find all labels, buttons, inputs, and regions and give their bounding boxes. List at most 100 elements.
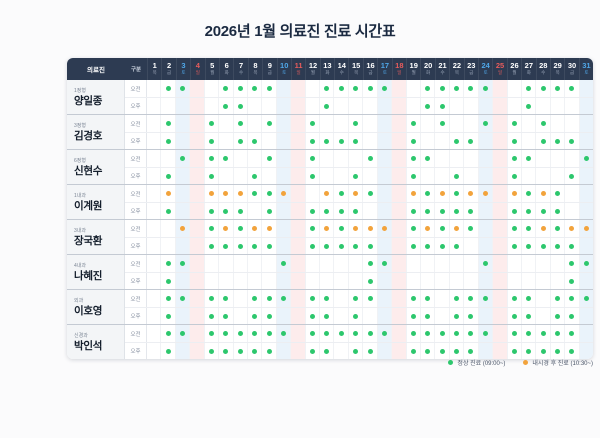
normal-care-dot-icon <box>454 331 460 336</box>
day-of-week: 목 <box>454 70 459 75</box>
schedule-cell-3-pm <box>174 238 190 254</box>
normal-care-dot-icon <box>569 331 575 336</box>
schedule-cell-5-am <box>203 115 219 132</box>
schedule-cell-1-pm <box>147 168 161 184</box>
schedule-cell-24-pm <box>477 203 493 219</box>
normal-care-dot-icon <box>353 348 359 354</box>
normal-care-dot-icon <box>237 208 243 214</box>
normal-care-dot-icon <box>526 86 532 91</box>
schedule-cells <box>147 255 593 272</box>
day-of-week: 금 <box>267 70 272 75</box>
schedule-cell-27-am <box>520 220 536 237</box>
normal-care-dot-icon <box>338 138 344 144</box>
schedule-cell-18-am <box>391 290 406 307</box>
schedule-cell-5-pm <box>203 168 219 184</box>
schedule-cell-12-am <box>304 255 320 272</box>
schedule-cell-8-am <box>246 290 262 307</box>
normal-care-dot-icon <box>252 243 258 249</box>
schedule-cell-5-am <box>203 220 219 237</box>
normal-care-dot-icon <box>223 331 229 336</box>
schedule-cell-11-am <box>290 115 305 132</box>
day-number: 6 <box>224 61 229 70</box>
doctor-name-cell: 외과 이호영 <box>67 290 125 324</box>
schedule-cell-12-pm <box>304 308 320 324</box>
schedule-cell-3-pm <box>174 343 190 359</box>
normal-care-dot-icon <box>367 243 373 249</box>
am-label: 오전 <box>125 115 147 132</box>
doctor-name: 이계원 <box>74 199 103 212</box>
day-of-week: 화 <box>426 70 431 75</box>
schedule-cell-13-pm <box>319 168 334 184</box>
normal-care-dot-icon <box>324 243 330 249</box>
normal-care-dot-icon <box>555 208 561 214</box>
normal-care-dot-icon <box>208 226 214 231</box>
schedule-cell-11-pm <box>290 238 305 254</box>
schedule-cell-26-am <box>506 220 521 237</box>
doctor-schedule-rows: 오전 오후 <box>125 290 593 324</box>
am-row: 오전 <box>125 255 593 272</box>
normal-care-dot-icon <box>208 348 214 354</box>
schedule-cell-20-pm <box>420 273 435 289</box>
normal-care-dot-icon <box>309 121 315 126</box>
normal-care-dot-icon <box>367 296 373 301</box>
schedule-cell-18-pm <box>391 238 406 254</box>
doctor-block-신현수: 6정형 신현수 오전 오후 <box>67 149 593 184</box>
schedule-cell-6-am <box>218 290 233 307</box>
normal-care-dot-icon <box>410 156 416 161</box>
day-number: 10 <box>280 61 289 70</box>
doctor-department: 신경과 <box>74 332 88 339</box>
schedule-cell-28-am <box>535 80 550 97</box>
schedule-cell-19-am <box>405 255 421 272</box>
normal-care-dot-icon <box>223 348 229 354</box>
normal-care-dot-icon <box>425 296 431 301</box>
doctor-rows-container: 1정형 양일종 오전 오후 3정형 김경호 오전 오후 6정형 신현수 오전 오후 1내과 이계원 오전 오후… <box>67 80 593 359</box>
normal-care-dot-icon <box>448 360 454 365</box>
normal-care-dot-icon <box>180 86 186 91</box>
schedule-cell-21-am <box>434 80 449 97</box>
normal-care-dot-icon <box>252 296 258 301</box>
day-number: 27 <box>524 61 534 70</box>
normal-care-dot-icon <box>208 138 214 144</box>
endoscopy-care-dot-icon <box>367 226 373 231</box>
normal-care-dot-icon <box>223 156 229 161</box>
day-number: 11 <box>294 61 303 70</box>
doctor-schedule-rows: 오전 오후 <box>125 150 593 184</box>
schedule-cell-16-pm <box>362 308 377 324</box>
normal-care-dot-icon <box>555 138 561 144</box>
schedule-cell-28-pm <box>535 308 550 324</box>
schedule-cell-22-pm <box>448 168 464 184</box>
normal-care-dot-icon <box>266 191 272 196</box>
schedule-cell-28-pm <box>535 203 550 219</box>
schedule-cell-14-am <box>333 185 348 202</box>
schedule-cell-27-am <box>520 325 536 342</box>
schedule-cell-6-pm <box>218 273 233 289</box>
pm-label: 오후 <box>125 203 147 219</box>
schedule-cell-24-am <box>477 325 493 342</box>
schedule-cell-10-am <box>275 325 291 342</box>
schedule-cell-8-pm <box>246 168 262 184</box>
schedule-cell-13-pm <box>319 133 334 149</box>
day-number: 29 <box>553 61 562 70</box>
schedule-cell-4-pm <box>189 308 204 324</box>
schedule-cell-6-am <box>218 185 233 202</box>
schedule-cell-8-pm <box>246 203 262 219</box>
schedule-cell-17-am <box>376 290 392 307</box>
schedule-cell-18-pm <box>391 343 406 359</box>
schedule-cell-6-pm <box>218 98 233 114</box>
day-number: 16 <box>366 61 375 70</box>
schedule-cell-12-pm <box>304 203 320 219</box>
schedule-cell-1-pm <box>147 203 161 219</box>
day-header-17: 17 토 <box>377 58 391 80</box>
normal-care-dot-icon <box>425 331 431 336</box>
schedule-cell-9-am <box>261 150 276 167</box>
schedule-cell-24-pm <box>477 168 493 184</box>
normal-care-dot-icon <box>237 103 243 109</box>
am-row: 오전 <box>125 325 593 342</box>
schedule-cell-21-am <box>434 220 449 237</box>
schedule-cell-10-pm <box>275 168 291 184</box>
normal-care-dot-icon <box>381 86 387 91</box>
schedule-cell-7-am <box>232 80 247 97</box>
schedule-table: 의료진 구분 1 목 2 금 3 토 4 일 5 월 6 화 7 수 8 목 9 금 10 토 11 일 12 월 13 화 14 수… <box>67 58 593 359</box>
